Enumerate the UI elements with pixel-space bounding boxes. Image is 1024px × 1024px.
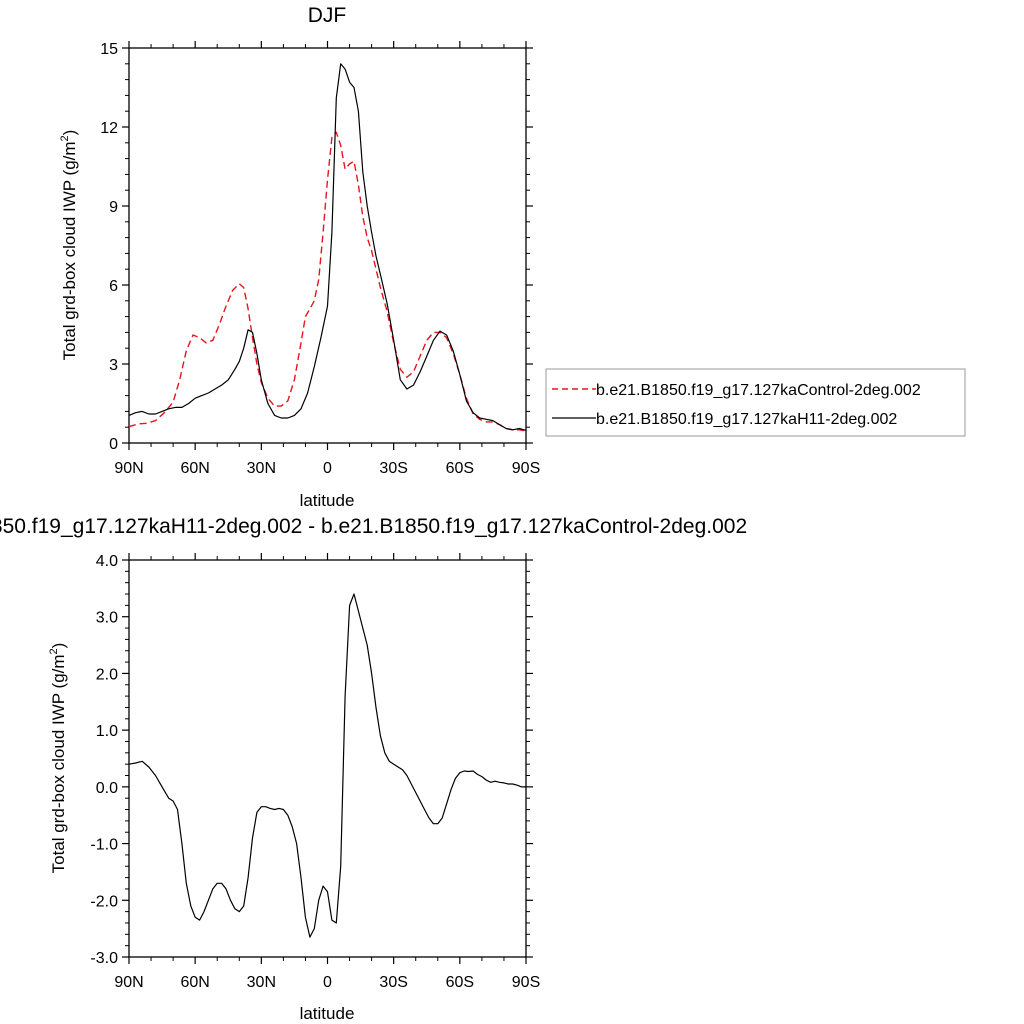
y-tick-label: 9 [109,199,118,216]
series-line-experiment [128,63,527,431]
y-tick-label: 1.0 [96,723,118,740]
x-tick-label: 30S [379,460,407,477]
x-axis-label: latitude [300,1004,355,1023]
y-tick-label: 0.0 [96,780,118,797]
x-tick-label: 60N [180,974,209,991]
x-tick-label: 30N [247,974,276,991]
legend-label-experiment: b.e21.B1850.f19_g17.127kaH11-2deg.002 [596,411,897,428]
x-tick-label: 0 [323,460,332,477]
chart-title: b.e21.B1850.f19_g17.127kaH11-2deg.002 - … [0,515,747,538]
y-tick-label: -3.0 [90,950,118,967]
y-tick-label: -1.0 [90,837,118,854]
legend-box [545,368,966,437]
y-tick-label: -2.0 [90,893,118,910]
y-tick-label: 4.0 [96,553,118,570]
y-axis-label: Total grd-box cloud IWP (g/m2) [48,643,68,874]
series-line-difference [128,593,526,938]
y-tick-label: 6 [109,278,118,295]
x-tick-label: 0 [323,974,332,991]
x-axis-label: latitude [300,491,355,510]
chart-panel-djf: DJF 0 3 6 9 12 15 90N 60N 30N 0 30S 60S 90S latitude… [59,4,540,510]
y-tick-label: 0 [109,436,118,453]
y-axis-label-main: Total grd-box cloud IWP (g/m [60,141,79,360]
plot-frame [128,47,527,444]
y-tick-label: 15 [100,41,118,58]
x-tick-label: 30N [247,460,276,477]
axis-ticks: -3.0 -2.0 -1.0 0.0 1.0 2.0 3.0 4.0 90N 60N 30N 0 30S… [90,553,540,991]
chart-title: DJF [308,4,347,27]
axis-ticks: 0 3 6 9 12 15 90N 60N 30N 0 30S 60S 90S [100,41,540,477]
legend: b.e21.B1850.f19_g17.127kaControl-2deg.00… [545,368,966,437]
y-tick-label: 2.0 [96,666,118,683]
y-axis-label-tail: ) [60,130,79,136]
series-group [128,593,526,938]
legend-label-control: b.e21.B1850.f19_g17.127kaControl-2deg.00… [596,382,921,399]
chart-panel-difference: b.e21.B1850.f19_g17.127kaH11-2deg.002 - … [0,515,747,1023]
y-tick-label: 3 [109,357,118,374]
x-tick-label: 90S [512,460,540,477]
y-tick-label: 3.0 [96,610,118,627]
x-tick-label: 90S [512,974,540,991]
x-tick-label: 60S [446,974,474,991]
y-tick-label: 12 [100,120,118,137]
y-axis-label-superscript: 2 [48,648,60,654]
y-axis-label-superscript: 2 [59,135,71,141]
y-axis-label: Total grd-box cloud IWP (g/m2) [59,130,79,361]
x-tick-label: 60N [180,460,209,477]
x-tick-label: 90N [114,974,143,991]
x-tick-label: 60S [446,460,474,477]
x-tick-label: 30S [379,974,407,991]
x-tick-label: 90N [114,460,143,477]
series-group [128,63,527,432]
y-axis-label-tail: ) [49,643,68,649]
series-line-control [128,131,527,432]
y-axis-label-main: Total grd-box cloud IWP (g/m [49,654,68,873]
